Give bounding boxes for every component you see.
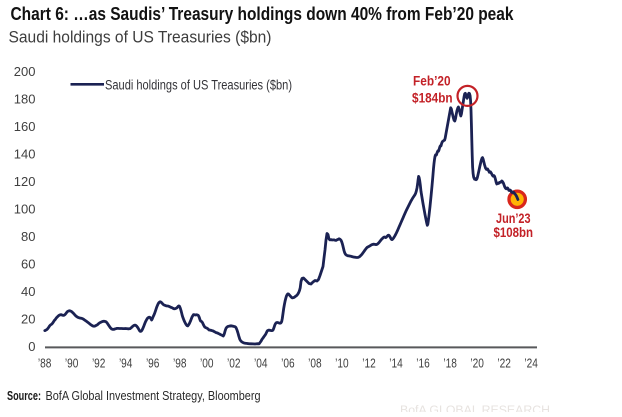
- svg-text:Saudi holdings of US Treasurie: Saudi holdings of US Treasuries ($bn): [9, 29, 272, 47]
- svg-text:’20: ’20: [470, 355, 484, 370]
- svg-text:’10: ’10: [335, 355, 349, 370]
- svg-text:200: 200: [14, 64, 36, 79]
- svg-text:$184bn: $184bn: [412, 89, 453, 105]
- svg-text:’14: ’14: [389, 355, 403, 370]
- svg-text:40: 40: [21, 284, 35, 299]
- svg-text:’18: ’18: [443, 355, 457, 370]
- svg-text:160: 160: [14, 119, 36, 134]
- svg-text:’04: ’04: [254, 355, 268, 370]
- svg-text:120: 120: [14, 174, 36, 189]
- svg-text:’24: ’24: [524, 355, 538, 370]
- svg-text:’12: ’12: [362, 355, 376, 370]
- svg-text:’94: ’94: [119, 355, 133, 370]
- svg-text:0: 0: [28, 339, 35, 354]
- svg-text:’02: ’02: [227, 355, 241, 370]
- svg-text:60: 60: [21, 257, 35, 272]
- svg-text:20: 20: [21, 312, 35, 327]
- svg-text:’98: ’98: [173, 355, 187, 370]
- svg-text:Feb’20: Feb’20: [413, 73, 451, 89]
- svg-text:’92: ’92: [92, 355, 106, 370]
- svg-text:’90: ’90: [65, 355, 79, 370]
- svg-text:140: 140: [14, 147, 36, 162]
- svg-text:BofA Global Investment Strateg: BofA Global Investment Strategy, Bloombe…: [46, 388, 261, 403]
- svg-text:’08: ’08: [308, 355, 322, 370]
- svg-text:BofA GLOBAL RESEARCH: BofA GLOBAL RESEARCH: [400, 405, 550, 412]
- svg-text:’06: ’06: [281, 355, 295, 370]
- svg-text:’16: ’16: [416, 355, 430, 370]
- svg-text:’88: ’88: [38, 355, 52, 370]
- svg-text:Saudi holdings of US Treasurie: Saudi holdings of US Treasuries ($bn): [105, 78, 292, 93]
- svg-text:’00: ’00: [200, 355, 214, 370]
- svg-text:Source:: Source:: [7, 388, 41, 403]
- svg-text:180: 180: [14, 92, 36, 107]
- svg-text:Jun’23: Jun’23: [496, 210, 531, 226]
- svg-text:’96: ’96: [146, 355, 160, 370]
- svg-text:Chart 6: …as Saudis’ Treasury: Chart 6: …as Saudis’ Treasury holdings d…: [11, 4, 515, 24]
- svg-text:80: 80: [21, 229, 35, 244]
- svg-text:100: 100: [14, 202, 36, 217]
- svg-text:’22: ’22: [497, 355, 511, 370]
- svg-text:$108bn: $108bn: [494, 224, 534, 240]
